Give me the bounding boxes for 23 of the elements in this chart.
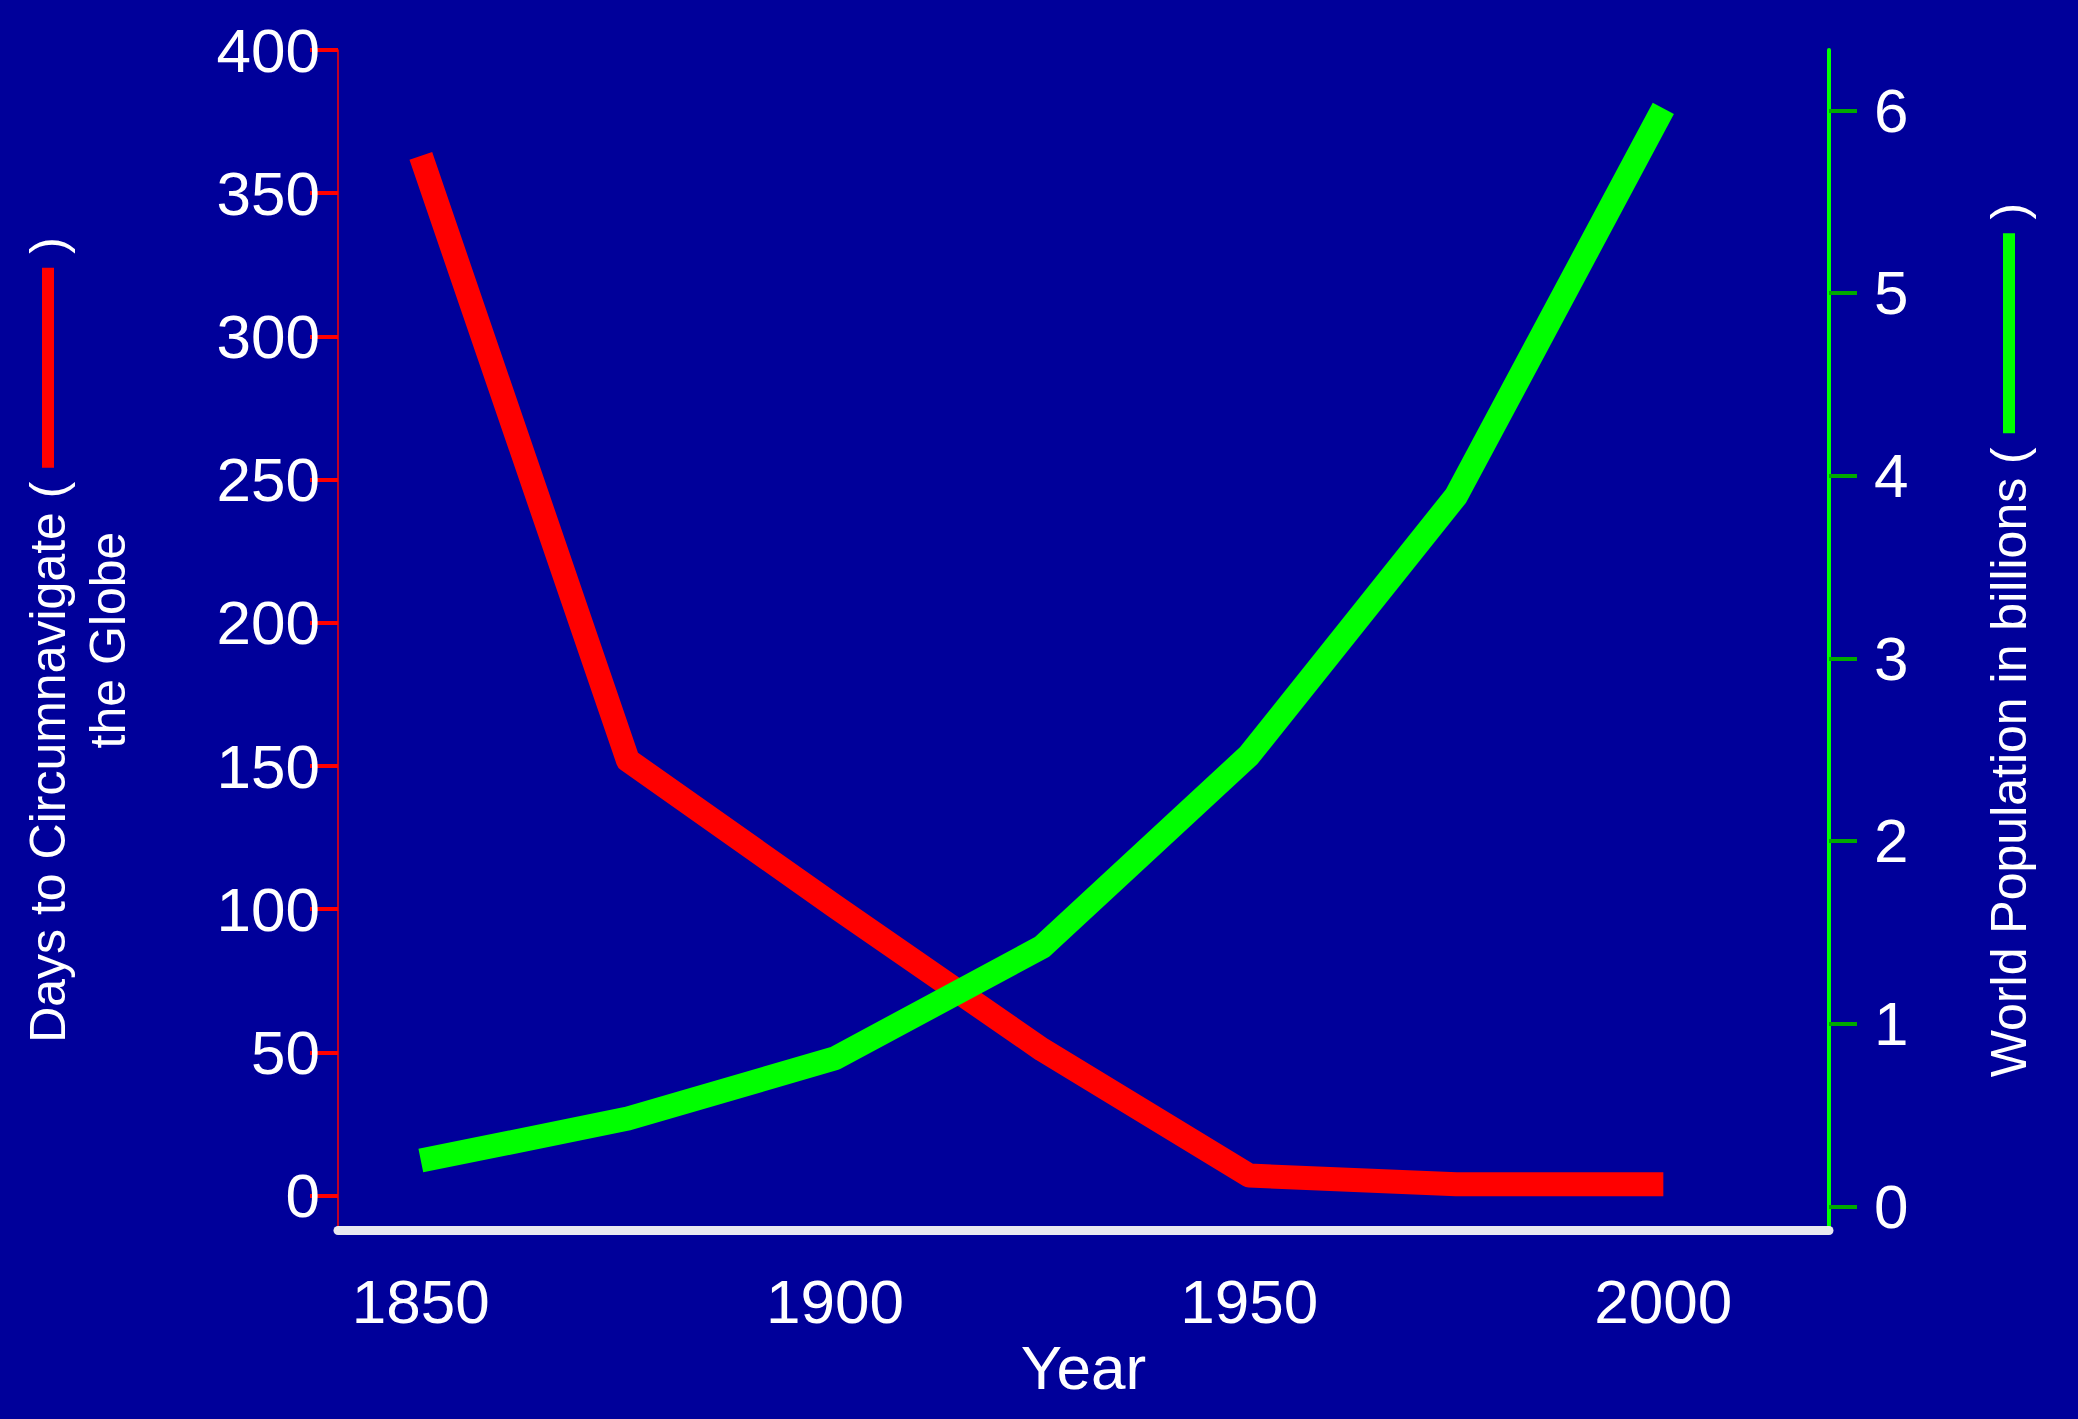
y2-tick-label: 2 [1874,806,1909,876]
x-axis-title: Year [1020,1333,1147,1403]
x-tick-label: 1850 [351,1266,490,1336]
x-tick-label: 1950 [1180,1266,1319,1336]
y-tick-label: 100 [216,874,320,944]
y-tick-label: 50 [251,1017,320,1087]
x-tick-label: 1900 [766,1266,904,1336]
text: World Population in billions ( ) [1981,202,2037,1078]
y2-tick-label: 1 [1874,989,1909,1059]
y-tick-label: 200 [216,588,320,658]
y-tick-label: 350 [216,158,320,228]
y2-tick-label: 0 [1874,1171,1909,1241]
y2-tick-label: 5 [1874,258,1909,328]
y-tick-label: 250 [216,445,320,515]
y-tick-label: 150 [216,731,320,801]
y2-tick-label: 6 [1874,75,1909,145]
x-tick-label: 2000 [1594,1266,1733,1336]
y2-tick-label: 3 [1874,623,1909,693]
text: Days to Circumnavigate ( ) the Globe [20,237,136,1043]
y-tick-label: 300 [216,301,320,371]
y-tick-label: 0 [285,1161,320,1231]
y-tick-label: 400 [216,15,320,85]
y2-tick-label: 4 [1874,441,1909,511]
